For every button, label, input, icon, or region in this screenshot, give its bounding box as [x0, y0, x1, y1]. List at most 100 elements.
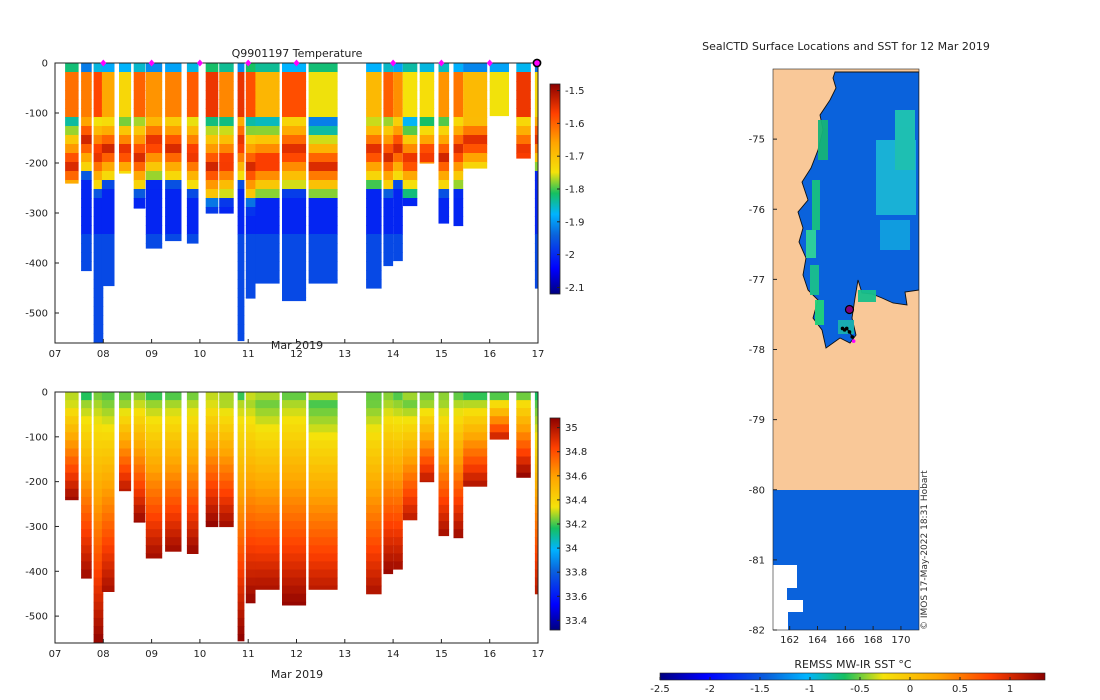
profile-cell	[516, 464, 531, 474]
profile-cell	[402, 135, 418, 145]
profile-cell	[453, 513, 464, 522]
profile-cell	[219, 464, 234, 474]
profile-cell	[145, 432, 163, 441]
profile-cell	[453, 504, 464, 514]
profile-cell	[93, 117, 104, 127]
profile-cell	[438, 90, 450, 100]
profile-cell	[282, 99, 307, 109]
profile-cell	[282, 408, 307, 417]
profile-cell	[366, 261, 382, 271]
profile-cell	[453, 480, 464, 490]
profile-cell	[205, 416, 219, 425]
profile-cell	[205, 480, 219, 490]
profile-cell	[438, 392, 450, 401]
profile-cell	[93, 609, 104, 619]
profile-cell	[255, 464, 280, 474]
profile-cell	[438, 216, 450, 224]
profile-cell	[308, 464, 338, 474]
colorbar-tick-label: -2.1	[565, 283, 585, 294]
profile-cell	[366, 553, 382, 563]
profile-cell	[245, 464, 256, 474]
x-tick-label: 14	[387, 349, 400, 360]
profile-cell	[101, 480, 115, 490]
profile-cell	[255, 392, 280, 401]
profile-cell	[419, 472, 435, 482]
profile-cell	[366, 424, 382, 433]
profile-cell	[366, 569, 382, 579]
profile-cell	[255, 569, 280, 579]
profile-cell	[393, 252, 403, 262]
profile-cell	[93, 207, 104, 217]
profile-cell	[393, 81, 403, 91]
colorbar-tick-label: -2	[565, 250, 575, 261]
profile-cell	[383, 144, 394, 154]
profile-cell	[534, 234, 538, 244]
profile-cell	[165, 207, 182, 217]
profile-cell	[453, 464, 464, 474]
profile-cell	[81, 207, 92, 217]
profile-cell	[419, 392, 435, 401]
profile-cell	[119, 456, 132, 466]
profile-cell	[81, 108, 92, 118]
profile-cell	[81, 72, 92, 82]
profile-cell	[419, 162, 435, 164]
profile-cell	[534, 252, 538, 262]
profile-cell	[93, 464, 104, 474]
profile-cell	[237, 81, 245, 91]
profile-cell	[237, 392, 245, 401]
profile-cell	[438, 496, 450, 506]
profile-cell	[133, 189, 146, 199]
profile-cell	[366, 234, 382, 244]
profile-cell	[93, 126, 104, 136]
profile-cell	[237, 609, 245, 619]
profile-cell	[237, 63, 245, 73]
profile-cell	[81, 561, 92, 571]
profile-cell	[366, 153, 382, 163]
profile-cell	[366, 81, 382, 91]
profile-cell	[534, 537, 538, 546]
profile-cell	[81, 440, 92, 450]
profile-cell	[245, 207, 256, 217]
profile-cell	[245, 553, 256, 563]
profile-cell	[186, 162, 199, 172]
profile-cell	[255, 585, 280, 590]
profile-cell	[534, 153, 538, 163]
profile-cell	[438, 480, 450, 490]
profile-cell	[65, 480, 79, 490]
profile-cell	[282, 601, 307, 606]
profile-cell	[438, 472, 450, 482]
profile-cell	[463, 464, 488, 474]
colorbar-tick-label: -1.8	[565, 185, 585, 196]
profile-cell	[101, 144, 115, 154]
profile-cell	[245, 261, 256, 271]
profile-cell	[219, 153, 234, 163]
profile-cell	[245, 529, 256, 538]
profile-cell	[205, 162, 219, 172]
profile-cell	[145, 416, 163, 425]
profile-cell	[245, 432, 256, 441]
profile-cell	[101, 261, 115, 271]
profile-cell	[186, 144, 199, 154]
profile-cell	[393, 456, 403, 466]
profile-cell	[438, 448, 450, 458]
profile-cell	[255, 81, 280, 91]
profile-cell	[383, 424, 394, 433]
y-tick-label: -200	[25, 477, 48, 488]
profile-cell	[383, 488, 394, 498]
profile-cell	[101, 545, 115, 554]
profile-cell	[534, 456, 538, 466]
profile-cell	[237, 99, 245, 109]
profile-cell	[219, 72, 234, 82]
profile-cell	[393, 408, 403, 417]
profile-cell	[438, 464, 450, 474]
profile-cell	[393, 392, 403, 401]
profile-cell	[93, 601, 104, 611]
y-tick-label: -500	[25, 309, 48, 320]
profile-cell	[438, 400, 450, 409]
profile-cell	[366, 270, 382, 280]
profile-cell	[101, 279, 115, 287]
profile-cell	[282, 162, 307, 172]
profile-cell	[438, 180, 450, 190]
profile-cell	[534, 408, 538, 417]
profile-cell	[453, 171, 464, 181]
